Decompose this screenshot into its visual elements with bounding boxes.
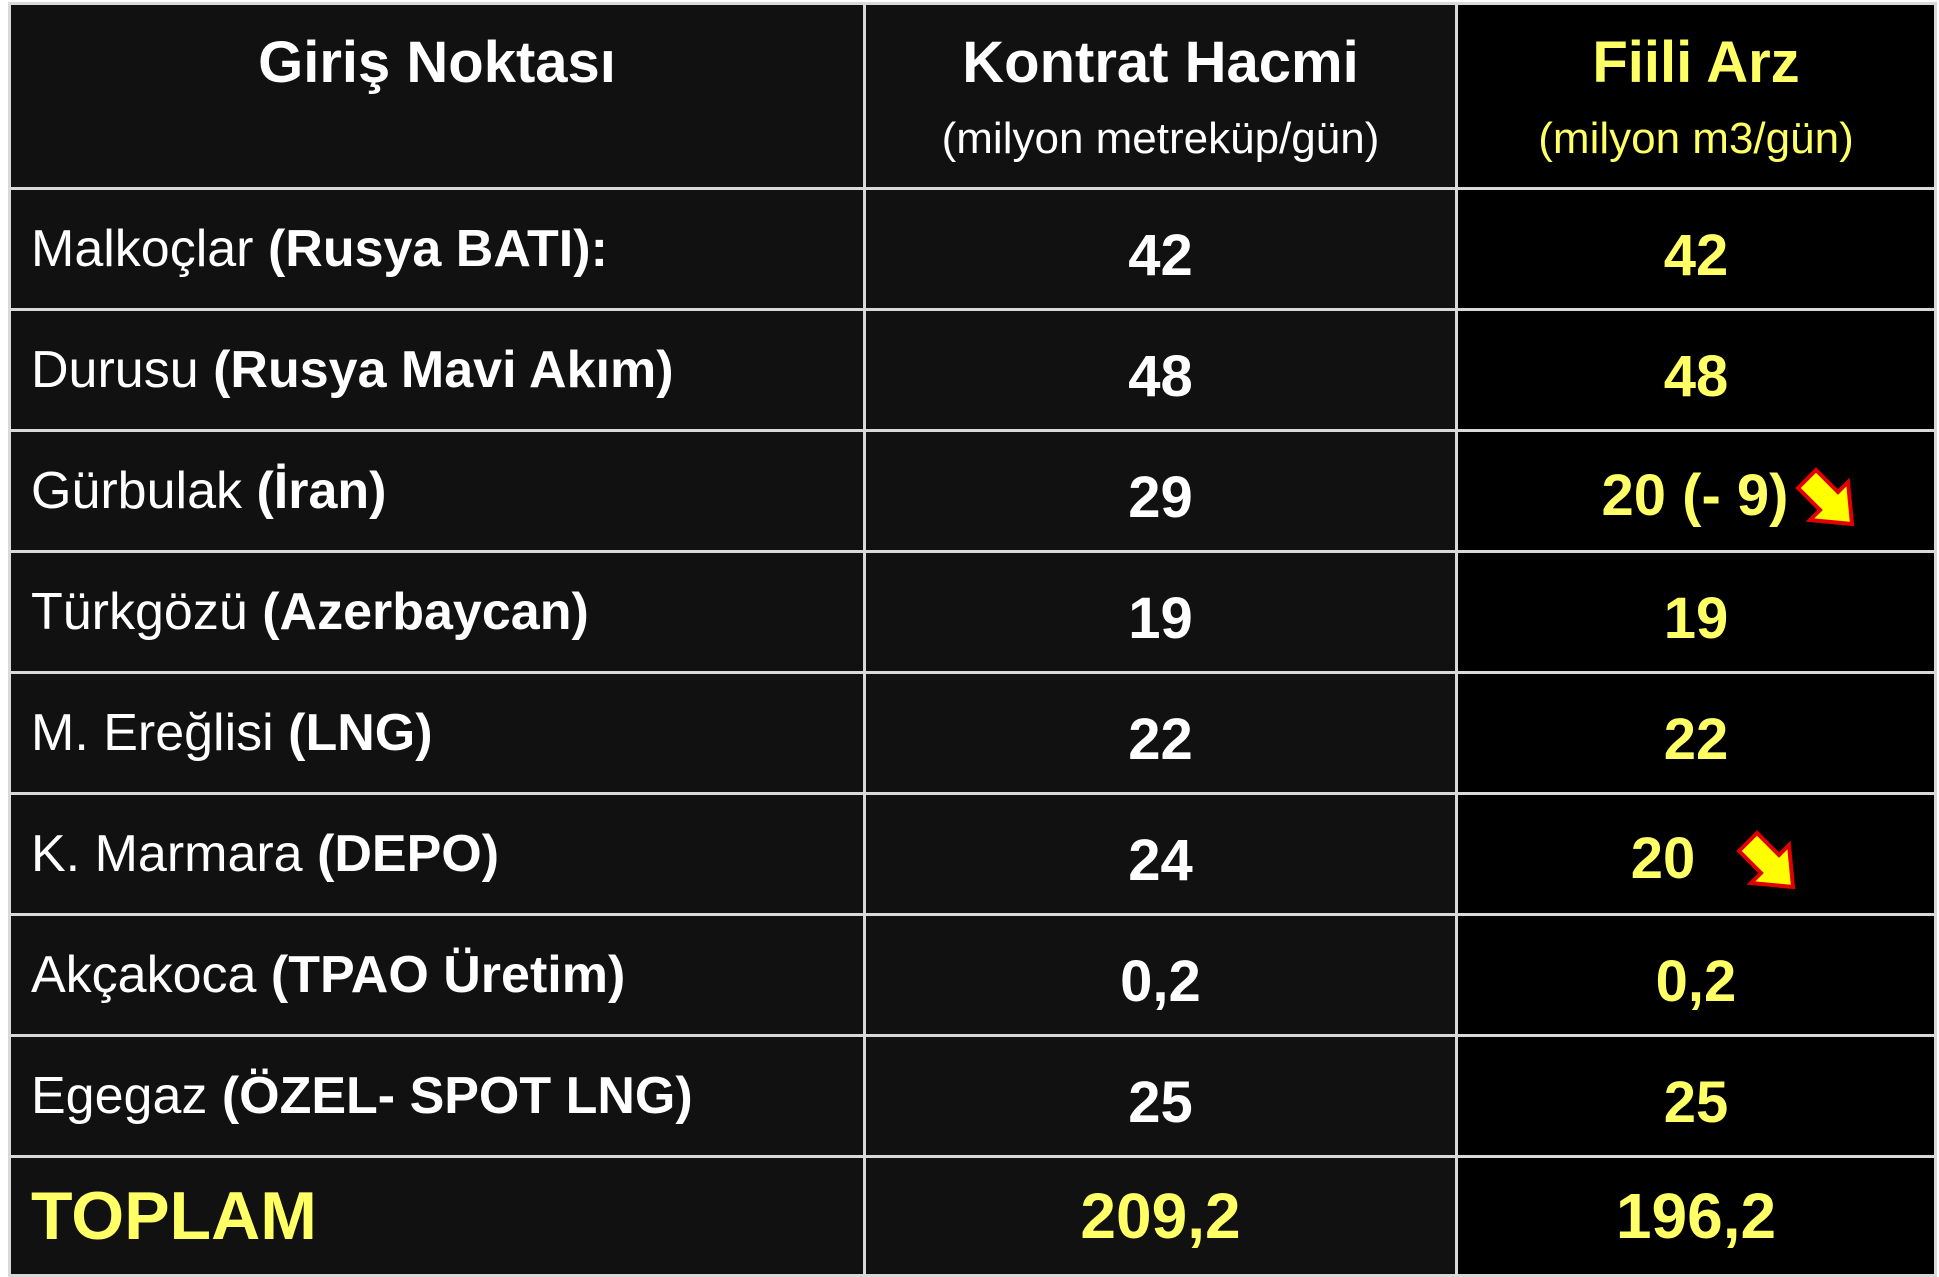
source: (TPAO Üretim)	[270, 946, 626, 1004]
name: Türkgözü	[31, 583, 248, 641]
row: Egegaz (ÖZEL- SPOT LNG) 25 25	[8, 1034, 1937, 1158]
actual: 22	[1455, 671, 1937, 795]
total-row: TOPLAM 209,2 196,2	[8, 1155, 1937, 1277]
entry-point: Gürbulak (İran)	[8, 429, 866, 553]
row: Akçakoca (TPAO Üretim) 0,2 0,2	[8, 913, 1937, 1037]
actual: 48	[1455, 308, 1937, 432]
row: Türkgözü (Azerbaycan) 19 19	[8, 550, 1937, 674]
column-unit: (milyon metreküp/gün)	[941, 114, 1380, 163]
entry-point: Egegaz (ÖZEL- SPOT LNG)	[8, 1034, 866, 1158]
entry-point: K. Marmara (DEPO)	[8, 792, 866, 916]
column-title: Giriş Noktası	[258, 30, 616, 95]
contract: 48	[863, 308, 1458, 432]
source: (LNG)	[288, 704, 433, 762]
table-frame: Giriş Noktası Kontrat Hacmi (milyon metre…	[8, 2, 1937, 1277]
total-contract: 209,2	[863, 1155, 1458, 1277]
actual: 19	[1455, 550, 1937, 674]
column-unit: (milyon m3/gün)	[1538, 114, 1854, 163]
name: Akçakoca	[31, 946, 257, 1004]
contract: 24	[863, 792, 1458, 916]
contract: 29	[863, 429, 1458, 553]
down-arrow	[1736, 830, 1796, 890]
actual-cell: 20	[1455, 792, 1937, 916]
column-title: Kontrat Hacmi	[962, 30, 1359, 95]
contract: 42	[863, 187, 1458, 311]
name: Durusu	[31, 341, 199, 399]
actual-cell: 20 (- 9)	[1455, 429, 1937, 553]
entry-point: Durusu (Rusya Mavi Akım)	[8, 308, 866, 432]
entry-point: Malkoçlar (Rusya BATI):	[8, 187, 866, 311]
contract: 19	[863, 550, 1458, 674]
total-actual: 196,2	[1455, 1155, 1937, 1277]
source: (Rusya Mavi Akım)	[213, 341, 674, 399]
source: (Azerbaycan)	[262, 583, 589, 641]
name: Malkoçlar	[31, 220, 254, 278]
name: K. Marmara	[31, 825, 303, 883]
actual: 20	[1630, 825, 1696, 891]
row: M. Ereğlisi (LNG) 22 22	[8, 671, 1937, 795]
header-cell: Fiili Arz (milyon m3/gün)	[1455, 2, 1937, 190]
source: (ÖZEL- SPOT LNG)	[221, 1067, 693, 1125]
actual: 25	[1455, 1034, 1937, 1158]
header-cell: Giriş Noktası	[8, 2, 866, 190]
actual: 0,2	[1455, 913, 1937, 1037]
actual: 42	[1455, 187, 1937, 311]
row: Durusu (Rusya Mavi Akım) 48 48	[8, 308, 1937, 432]
contract: 25	[863, 1034, 1458, 1158]
entry-point: Türkgözü (Azerbaycan)	[8, 550, 866, 674]
header-cell: Kontrat Hacmi (milyon metreküp/gün)	[863, 2, 1458, 190]
row: Malkoçlar (Rusya BATI): 42 42	[8, 187, 1937, 311]
source: (İran)	[256, 462, 387, 520]
header-row: Giriş Noktası Kontrat Hacmi (milyon metre…	[8, 2, 1937, 190]
actual: 20 (- 9)	[1601, 462, 1789, 528]
name: M. Ereğlisi	[31, 704, 274, 762]
entry-point: M. Ereğlisi (LNG)	[8, 671, 866, 795]
contract: 0,2	[863, 913, 1458, 1037]
total-label: TOPLAM	[8, 1155, 866, 1277]
source: (Rusya BATI):	[267, 220, 608, 278]
source: (DEPO)	[317, 825, 500, 883]
name: Egegaz	[31, 1067, 208, 1125]
contract: 22	[863, 671, 1458, 795]
row: K. Marmara (DEPO) 24 20	[8, 792, 1937, 916]
entry-point: Akçakoca (TPAO Üretim)	[8, 913, 866, 1037]
down-arrow	[1795, 467, 1855, 527]
supply-table: Giriş Noktası Kontrat Hacmi (milyon metre…	[8, 2, 1937, 1277]
name: Gürbulak	[31, 462, 242, 520]
column-title: Fiili Arz	[1592, 30, 1800, 95]
page: Giriş Noktası Kontrat Hacmi (milyon metre…	[8, 2, 1937, 1277]
row: Gürbulak (İran) 29 20 (- 9)	[8, 429, 1937, 553]
